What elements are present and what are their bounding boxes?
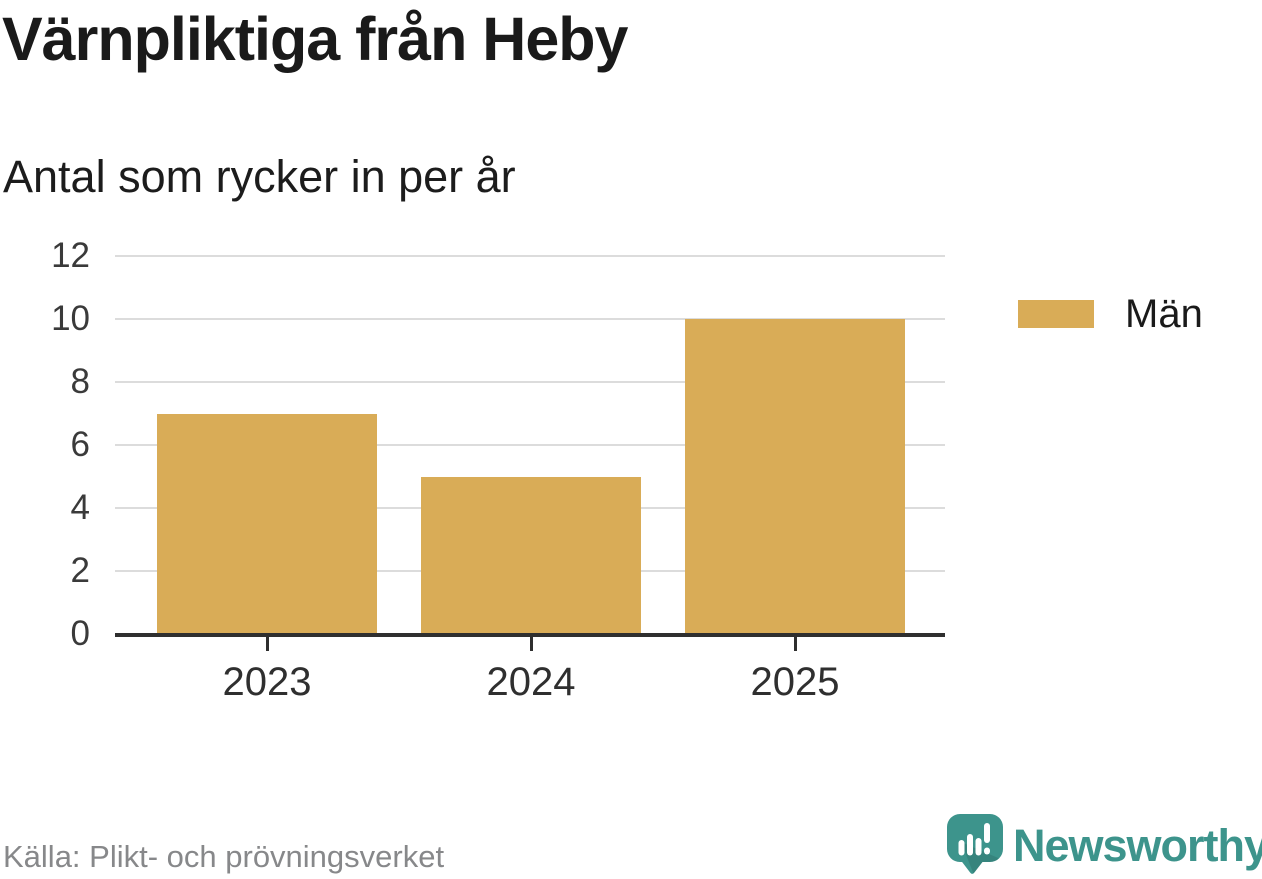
y-tick-label-8: 8 <box>70 362 90 401</box>
x-tick-2025 <box>793 637 797 651</box>
gridline-y-12 <box>115 255 945 257</box>
x-tick-label-2024: 2024 <box>486 660 576 704</box>
y-tick-label-2: 2 <box>70 551 90 590</box>
chart-title: Värnpliktiga från Heby <box>2 5 628 73</box>
x-tick-2024 <box>529 637 533 651</box>
y-tick-label-12: 12 <box>51 236 90 275</box>
x-axis-line <box>115 633 945 637</box>
gridline-y-8 <box>115 381 945 383</box>
y-tick-label-6: 6 <box>70 425 90 464</box>
y-tick-label-10: 10 <box>51 299 90 338</box>
newsworthy-wordmark: Newsworthy <box>1013 820 1262 871</box>
bar-2024 <box>421 476 641 634</box>
gridline-y-6 <box>115 444 945 446</box>
chart-subtitle: Antal som rycker in per år <box>3 151 516 202</box>
gridline-y-10 <box>115 318 945 320</box>
newsworthy-speech-bubble-chart-icon <box>947 814 1003 874</box>
legend-swatch-man <box>1018 300 1094 328</box>
x-tick-label-2023: 2023 <box>222 660 312 704</box>
legend-label-man: Män <box>1125 292 1203 336</box>
y-tick-label-4: 4 <box>70 488 90 527</box>
x-tick-label-2025: 2025 <box>750 660 840 704</box>
bar-2023 <box>157 413 377 634</box>
x-tick-2023 <box>265 637 269 651</box>
y-tick-label-0: 0 <box>70 614 90 653</box>
source-note: Källa: Plikt- och prövningsverket <box>3 839 445 874</box>
newsworthy-logo: Newsworthy <box>946 812 1262 876</box>
bar-2025 <box>685 319 905 634</box>
